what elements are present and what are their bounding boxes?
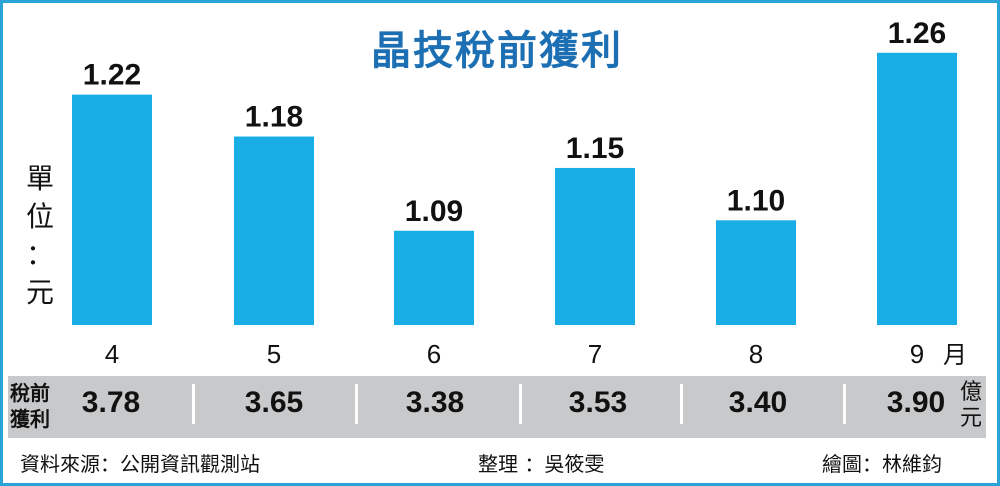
pretax-profit-unit: 億 元 [956, 380, 986, 432]
data-label-7: 1.15 [566, 132, 624, 165]
x-axis-unit-label: 月 [943, 341, 967, 369]
band-divider [355, 384, 358, 424]
source-credit: 資料來源：公開資訊觀測站 [20, 452, 260, 476]
band-label-line: 稅前 [10, 381, 50, 405]
x-tick-label-5: 5 [267, 339, 281, 369]
band-divider [680, 384, 683, 424]
y-axis-unit-label: 單 位 ： 元 [20, 160, 60, 312]
pretax-profit-value: 3.78 [81, 386, 141, 419]
band-divider [843, 384, 846, 424]
x-tick-label-9: 9 [910, 339, 924, 369]
unit-char: 元 [25, 276, 54, 309]
x-tick-label-7: 7 [588, 339, 602, 369]
illustrator-credit: 繪圖：林維鈞 [822, 452, 942, 476]
data-label-9: 1.26 [888, 17, 946, 50]
data-label-4: 1.22 [83, 59, 141, 92]
band-unit-char: 億 [959, 380, 982, 405]
band-divider [519, 384, 522, 424]
bar-8 [716, 220, 796, 325]
unit-char: ： [25, 238, 54, 271]
data-label-8: 1.10 [727, 184, 785, 217]
pretax-profit-value: 3.90 [886, 386, 946, 419]
compiler-credit: 整理 ：吳筱雯 [478, 452, 605, 476]
bar-9 [877, 52, 957, 325]
x-tick-label-4: 4 [105, 339, 119, 369]
x-tick-label-6: 6 [427, 339, 441, 369]
band-divider [192, 384, 195, 424]
data-label-6: 1.09 [405, 195, 463, 228]
band-label-line: 獲利 [10, 407, 50, 431]
bar-7 [555, 167, 635, 325]
pretax-profit-band [8, 376, 986, 438]
pretax-profit-value: 3.53 [568, 386, 628, 419]
unit-char: 位 [25, 200, 54, 233]
bar-4 [72, 94, 152, 325]
pretax-profit-label: 稅前 獲利 [10, 380, 60, 432]
bar-6 [394, 230, 474, 325]
pretax-profit-value: 3.65 [244, 386, 304, 419]
chart-title: 晶技稅前獲利 [371, 28, 623, 74]
pretax-profit-value: 3.40 [728, 386, 788, 419]
bar-5 [234, 136, 314, 325]
pretax-profit-value: 3.38 [405, 386, 465, 419]
x-tick-label-8: 8 [749, 339, 763, 369]
unit-char: 單 [25, 162, 54, 195]
data-label-5: 1.18 [245, 101, 303, 134]
band-unit-char: 元 [959, 406, 982, 431]
